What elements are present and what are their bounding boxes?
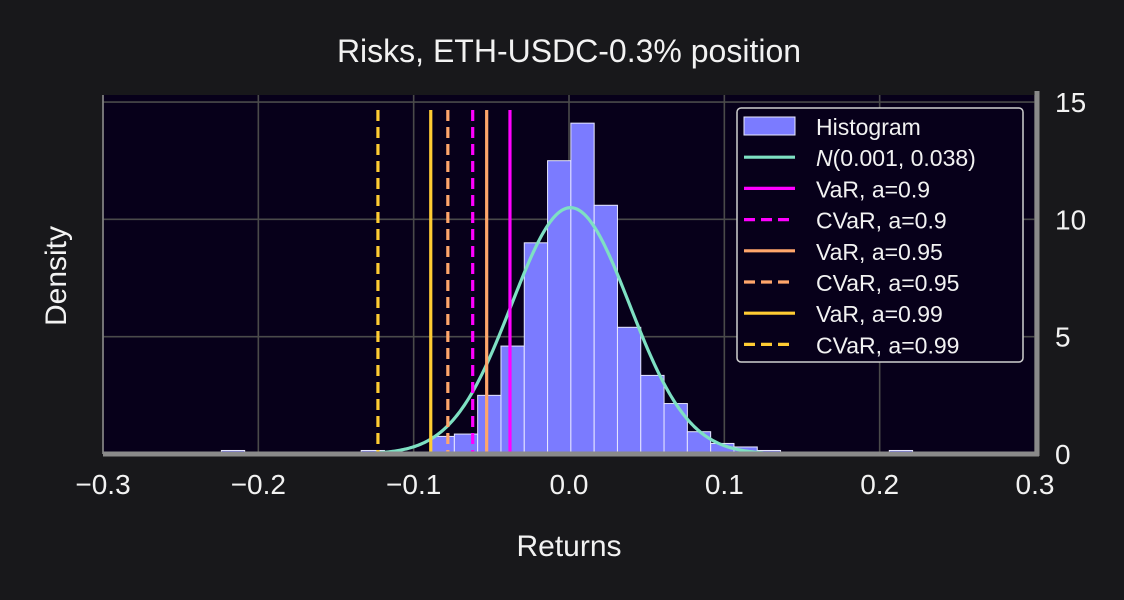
histogram-bar	[686, 431, 712, 455]
legend-risk-label: CVaR, a=0.99	[816, 332, 959, 358]
histogram-bar	[523, 242, 549, 455]
legend-histogram-swatch	[743, 116, 796, 136]
y-tick-label: 0	[1055, 439, 1071, 470]
histogram-bar	[570, 122, 595, 455]
x-tick-label: −0.1	[386, 469, 441, 500]
legend-risk-label: CVaR, a=0.9	[816, 208, 947, 234]
x-tick-label: 0.3	[1016, 469, 1055, 500]
histogram-bar	[430, 435, 455, 455]
x-tick-label: 0.1	[705, 469, 744, 500]
legend-normal-label: N(0.001, 0.038)	[816, 145, 976, 171]
x-tick-label: 0.0	[550, 469, 589, 500]
histogram-bar	[640, 374, 665, 455]
x-axis-label: Returns	[516, 530, 621, 563]
y-tick-label: 5	[1055, 322, 1071, 353]
legend-risk-label: VaR, a=0.9	[816, 176, 930, 202]
legend-risk-label: VaR, a=0.95	[816, 239, 943, 265]
legend-histogram-label: Histogram	[816, 114, 921, 140]
legend-box	[736, 107, 1024, 363]
x-tick-label: −0.2	[231, 469, 286, 500]
x-tick-label: 0.2	[860, 469, 899, 500]
histogram-bar	[593, 204, 618, 455]
histogram-bar	[500, 345, 525, 455]
y-tick-label: 15	[1055, 87, 1086, 118]
legend-risk-label: CVaR, a=0.95	[816, 270, 959, 296]
histogram-bar	[547, 160, 572, 455]
legend: Histogram N(0.001, 0.038) VaR, a=0.9 CVaR, …	[736, 107, 1024, 363]
legend-normal-params: (0.001, 0.038)	[833, 145, 976, 171]
normal-fit-curve	[374, 206, 764, 455]
legend-risk-label: VaR, a=0.99	[816, 301, 943, 327]
y-axis-label: Density	[40, 226, 73, 326]
x-tick-label: −0.3	[75, 469, 130, 500]
histogram-bar	[616, 326, 642, 455]
histogram-bar	[477, 394, 502, 455]
legend-normal-symbol: N	[816, 145, 833, 171]
y-tick-label: 10	[1055, 204, 1086, 235]
histogram-bar	[663, 403, 688, 455]
chart-title: Risks, ETH-USDC-0.3% position	[337, 33, 801, 69]
